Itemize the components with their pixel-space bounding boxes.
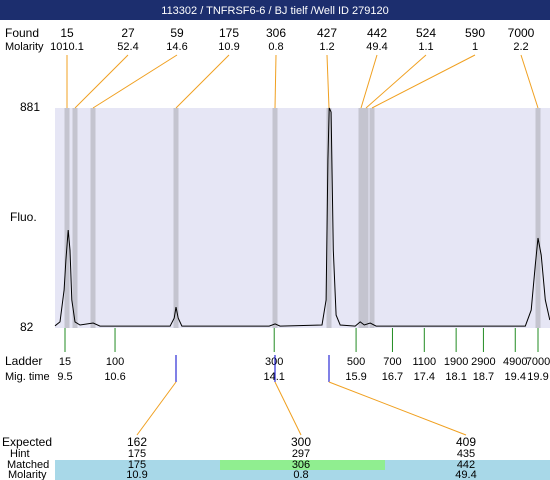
ladder-size: 500 bbox=[347, 356, 365, 368]
header-bar bbox=[0, 0, 550, 20]
trace bbox=[54, 107, 550, 327]
found-size: 442 bbox=[367, 26, 387, 40]
peak-connector bbox=[326, 54, 330, 109]
peak-band bbox=[272, 108, 278, 328]
found-molarity: 52.4 bbox=[117, 41, 138, 53]
ladder-time: 17.4 bbox=[414, 371, 435, 383]
ladder-time: 18.7 bbox=[473, 371, 494, 383]
ladder-size: 7000 bbox=[526, 356, 550, 368]
row-band bbox=[55, 470, 550, 480]
ladder-size: 4900 bbox=[503, 356, 527, 368]
y-tick-label: 881 bbox=[20, 100, 40, 114]
ladder-size: 1900 bbox=[444, 356, 468, 368]
ladder-label: Ladder bbox=[5, 354, 42, 368]
hint-size: 297 bbox=[292, 448, 310, 460]
matched-size: 306 bbox=[292, 459, 310, 471]
expected-size: 409 bbox=[456, 435, 476, 449]
found-molarity: 14.6 bbox=[166, 41, 187, 53]
peak-band bbox=[358, 108, 364, 328]
found-molarity: 0.8 bbox=[268, 41, 283, 53]
y-tick-label: 82 bbox=[20, 320, 34, 334]
ladder-time: 10.6 bbox=[104, 371, 125, 383]
matched-size: 442 bbox=[457, 459, 475, 471]
peak-band bbox=[173, 108, 179, 328]
peak-connector bbox=[520, 54, 539, 109]
found-label: Found bbox=[5, 26, 39, 40]
row-band bbox=[55, 460, 220, 470]
found-molarity: 2.2 bbox=[513, 41, 528, 53]
expected-size: 162 bbox=[127, 435, 147, 449]
ladder-time: 14.1 bbox=[264, 371, 285, 383]
peak-connector bbox=[175, 54, 230, 109]
ladder-time: 15.9 bbox=[345, 371, 366, 383]
found-size: 15 bbox=[60, 26, 74, 40]
ladder-size: 700 bbox=[383, 356, 401, 368]
expected-connector bbox=[328, 381, 467, 436]
matched-label: Matched bbox=[7, 459, 49, 471]
hint-size: 435 bbox=[457, 448, 475, 460]
peak-connector bbox=[360, 54, 378, 109]
peak-band bbox=[72, 108, 78, 328]
peak-connector bbox=[74, 54, 129, 109]
found-molarity: 49.4 bbox=[366, 41, 387, 53]
expected-size: 300 bbox=[291, 435, 311, 449]
ladder-time: 9.5 bbox=[57, 371, 72, 383]
ladder-time: 19.4 bbox=[505, 371, 526, 383]
found-size: 524 bbox=[416, 26, 436, 40]
molarity-label: Molarity bbox=[5, 41, 44, 53]
peak-band bbox=[369, 108, 375, 328]
found-molarity: 10.9 bbox=[218, 41, 239, 53]
expected-molarity: 0.8 bbox=[293, 469, 308, 480]
ladder-size: 100 bbox=[106, 356, 124, 368]
peak-band bbox=[363, 108, 369, 328]
header-title: 113302 / TNFRSF6-6 / BJ tielf /Well ID 2… bbox=[161, 5, 388, 17]
expected-label: Expected bbox=[2, 435, 52, 449]
found-size: 7000 bbox=[508, 26, 535, 40]
peak-connector bbox=[92, 54, 178, 109]
row-band bbox=[220, 460, 385, 470]
expected-connector bbox=[136, 381, 177, 436]
found-size: 27 bbox=[121, 26, 135, 40]
found-size: 175 bbox=[219, 26, 239, 40]
molarity-label: Molarity bbox=[8, 469, 47, 480]
found-size: 306 bbox=[266, 26, 286, 40]
y-axis-label: Fluo. bbox=[10, 210, 37, 224]
peak-connector bbox=[365, 54, 427, 109]
found-molarity: 1 bbox=[472, 41, 478, 53]
row-band bbox=[385, 460, 550, 470]
hint-size: 175 bbox=[128, 448, 146, 460]
hint-label: Hint bbox=[10, 448, 30, 460]
found-size: 590 bbox=[465, 26, 485, 40]
found-molarity: 1.1 bbox=[418, 41, 433, 53]
peak-connector bbox=[371, 54, 476, 109]
peak-band bbox=[535, 108, 541, 328]
peak-band bbox=[90, 108, 96, 328]
ladder-size: 1100 bbox=[412, 356, 436, 368]
plot-area bbox=[55, 108, 550, 328]
ladder-time: 18.1 bbox=[445, 371, 466, 383]
mig-time-label: Mig. time bbox=[5, 371, 50, 383]
ladder-size: 15 bbox=[59, 356, 71, 368]
expected-connector bbox=[274, 381, 302, 436]
expected-molarity: 49.4 bbox=[455, 469, 476, 480]
ladder-size: 300 bbox=[265, 356, 283, 368]
peak-band bbox=[64, 108, 70, 328]
matched-size: 175 bbox=[128, 459, 146, 471]
found-size: 427 bbox=[317, 26, 337, 40]
peak-band bbox=[326, 108, 332, 328]
ladder-time: 16.7 bbox=[382, 371, 403, 383]
ladder-size: 2900 bbox=[471, 356, 495, 368]
found-size: 59 bbox=[170, 26, 184, 40]
ladder-time: 19.9 bbox=[527, 371, 548, 383]
found-molarity: 1.2 bbox=[319, 41, 334, 53]
found-molarity: 1010.1 bbox=[50, 41, 84, 53]
peak-connector bbox=[274, 54, 277, 109]
expected-molarity: 10.9 bbox=[126, 469, 147, 480]
